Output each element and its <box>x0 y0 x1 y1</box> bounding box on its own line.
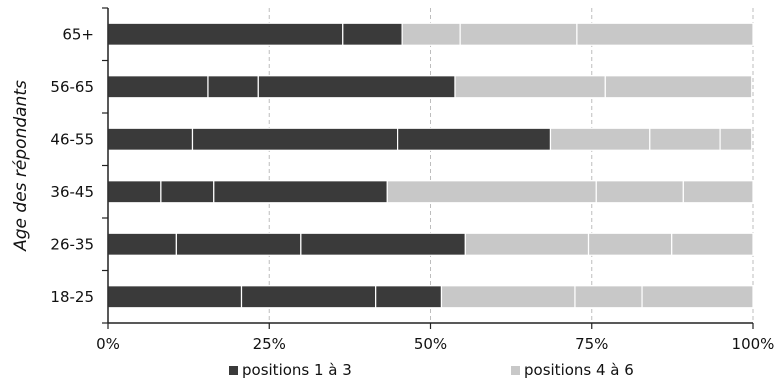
bar-segment-36-45-s0-1 <box>160 180 215 204</box>
bar-segment-56-65-s0-2 <box>257 75 456 99</box>
bar-segment-18-25-s0-0 <box>107 285 243 309</box>
bar-segment-56-65-s0-1 <box>207 75 259 99</box>
x-tick-label: 100% <box>732 335 775 353</box>
gridlines <box>268 8 754 323</box>
y-axis-title: Age des répondants <box>11 80 31 252</box>
bar-segment-46-55-s0-1 <box>191 127 399 151</box>
x-tick-label: 0% <box>96 335 120 353</box>
bar-segment-36-45-s1-2 <box>682 180 754 204</box>
bar-segment-18-25-s0-1 <box>240 285 377 309</box>
bar-segment-46-55-s0-0 <box>107 127 194 151</box>
x-tick-label: 25% <box>253 335 286 353</box>
bar-segment-26-35-s0-2 <box>300 232 466 256</box>
y-tick-label: 36-45 <box>50 183 94 201</box>
bar-segment-26-35-s1-0 <box>464 232 590 256</box>
bar-segment-18-25-s1-0 <box>440 285 576 309</box>
bar-segment-26-35-s0-1 <box>175 232 302 256</box>
bar-segment-36-45-s1-0 <box>386 180 597 204</box>
legend-swatch-1 <box>511 366 520 375</box>
bar-segment-56-65-s1-1 <box>604 75 753 99</box>
bar-segment-46-55-s1-1 <box>649 127 721 151</box>
bars <box>107 22 754 309</box>
x-tick-label: 75% <box>575 335 608 353</box>
bar-segment-36-45-s0-2 <box>213 180 388 204</box>
y-tick-label: 56-65 <box>50 78 94 96</box>
y-tick-label: 18-25 <box>50 288 94 306</box>
bar-segment-65+-s0-1 <box>342 22 403 46</box>
bar-segment-18-25-s1-2 <box>641 285 754 309</box>
x-tick-label: 50% <box>414 335 447 353</box>
bar-segment-26-35-s0-0 <box>107 232 177 256</box>
bar-segment-18-25-s0-2 <box>375 285 443 309</box>
legend: positions 1 à 3 positions 4 à 6 <box>229 361 634 379</box>
bar-segment-65+-s0-0 <box>107 22 344 46</box>
bar-segment-56-65-s0-0 <box>107 75 209 99</box>
bar-segment-26-35-s1-2 <box>671 232 754 256</box>
bar-segment-36-45-s0-0 <box>107 180 162 204</box>
y-tick-label: 65+ <box>62 25 94 43</box>
axis-labels: 65+ 56-65 46-55 36-45 26-35 18-25 0% 25% 50% 75% 1… <box>50 7 775 353</box>
bar-segment-36-45-s1-1 <box>595 180 684 204</box>
bar-segment-65+-s1-1 <box>459 22 578 46</box>
bar-segment-46-55-s0-2 <box>397 127 552 151</box>
y-tick-label: 46-55 <box>50 130 94 148</box>
bar-segment-26-35-s1-1 <box>587 232 673 256</box>
legend-swatch-0 <box>229 366 238 375</box>
y-tick-label: 26-35 <box>50 235 94 253</box>
bar-segment-65+-s1-0 <box>401 22 461 46</box>
legend-label-0: positions 1 à 3 <box>242 361 352 379</box>
bar-segment-46-55-s1-0 <box>549 127 651 151</box>
legend-label-1: positions 4 à 6 <box>524 361 634 379</box>
bar-segment-46-55-s1-2 <box>719 127 753 151</box>
bar-segment-56-65-s1-0 <box>454 75 606 99</box>
bar-segment-18-25-s1-1 <box>574 285 643 309</box>
bar-segment-65+-s1-2 <box>576 22 754 46</box>
